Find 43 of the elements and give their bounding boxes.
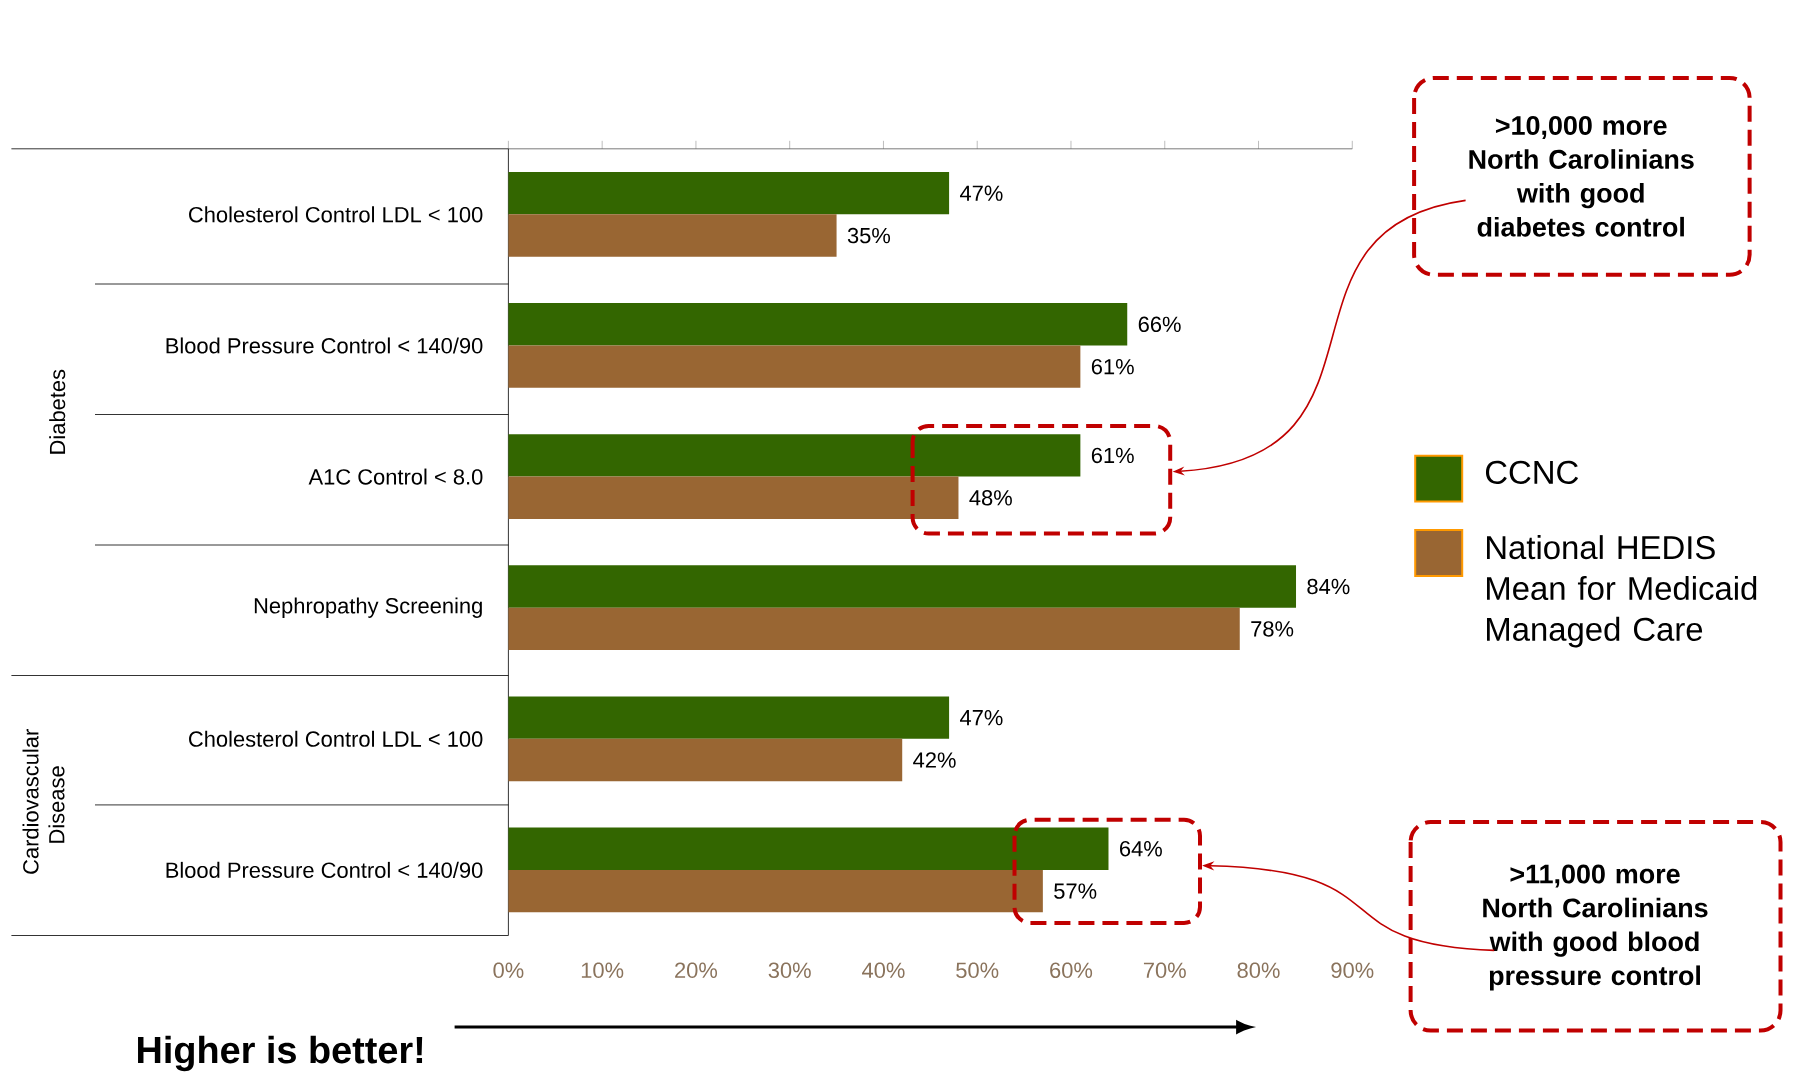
text: >11,000 more North Carolinians with good blood pressure control bbox=[1483, 864, 1708, 991]
y-tick-label: Blood Pressure Control < 140/90 bbox=[166, 337, 483, 354]
x-tick-label: 30% bbox=[768, 962, 811, 979]
data-label: 42% bbox=[913, 752, 956, 768]
bar bbox=[508, 565, 1297, 608]
data-label: 47% bbox=[959, 709, 1003, 726]
y-tick-label: Cholesterol Control LDL < 100 bbox=[189, 206, 483, 223]
data-label: 48% bbox=[969, 490, 1012, 506]
x-tick-label: 70% bbox=[1143, 962, 1186, 979]
bar bbox=[508, 738, 903, 782]
bar bbox=[508, 696, 950, 739]
x-tick-label: 0% bbox=[493, 962, 524, 979]
bar bbox=[508, 214, 837, 257]
x-tick-label: 60% bbox=[1050, 962, 1093, 979]
y-tick-label: Cholesterol Control LDL < 100 bbox=[189, 730, 483, 747]
data-label: 78% bbox=[1251, 621, 1294, 637]
text: Higher is better! bbox=[138, 1035, 423, 1072]
bar bbox=[508, 303, 1128, 346]
data-label: 61% bbox=[1091, 358, 1134, 375]
x-tick-label: 90% bbox=[1331, 962, 1374, 979]
bar bbox=[508, 607, 1240, 651]
data-label: 47% bbox=[959, 185, 1003, 201]
data-label: 35% bbox=[847, 227, 891, 244]
bar bbox=[508, 345, 1081, 388]
text: >10,000 more North Carolinians with good diabetes control bbox=[1469, 115, 1694, 237]
data-label: 66% bbox=[1138, 316, 1181, 333]
bar bbox=[508, 172, 950, 215]
x-tick-label: 20% bbox=[675, 962, 718, 979]
x-tick-label: 80% bbox=[1237, 962, 1280, 979]
data-label: 57% bbox=[1054, 883, 1097, 899]
x-tick-label: 10% bbox=[581, 962, 624, 979]
data-label: 64% bbox=[1120, 840, 1162, 857]
y-tick-label: Blood Pressure Control < 140/90 bbox=[166, 861, 483, 878]
y-tick-label: A1C Control < 8.0 bbox=[308, 468, 483, 485]
x-tick-label: 50% bbox=[956, 962, 999, 979]
data-label: 61% bbox=[1091, 447, 1134, 464]
y-tick-label: Nephropathy Screening bbox=[254, 597, 482, 618]
text: Diabetes bbox=[49, 369, 66, 454]
x-tick-label: 40% bbox=[862, 962, 905, 979]
legend-label: National HEDIS Mean for Medicaid Managed Care bbox=[1487, 535, 1757, 648]
legend-label: CCNC bbox=[1485, 460, 1579, 484]
data-label: 84% bbox=[1307, 578, 1350, 595]
text: Cardiovascular Disease bbox=[22, 729, 65, 874]
